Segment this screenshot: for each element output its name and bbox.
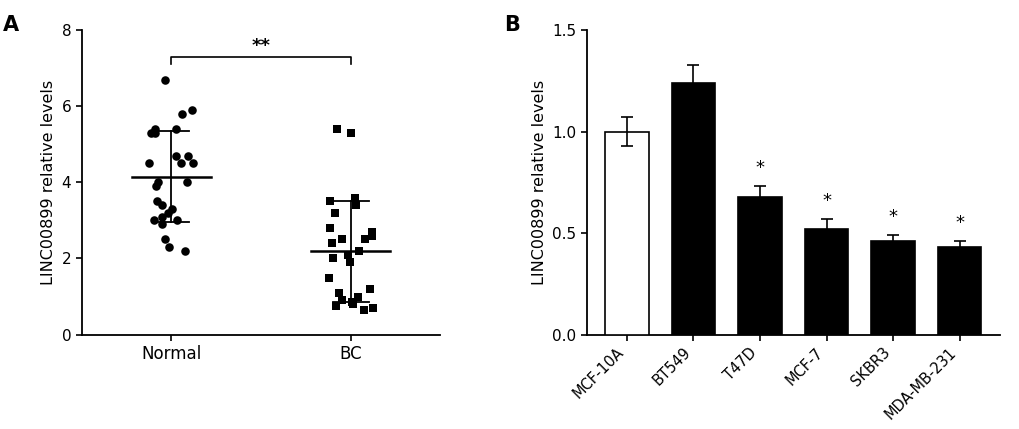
Bar <box>604 132 648 335</box>
Point <box>347 202 364 208</box>
Point <box>328 126 344 133</box>
Point <box>333 236 350 243</box>
Point <box>327 302 343 309</box>
Point <box>363 228 379 235</box>
Y-axis label: LINC00899 relative levels: LINC00899 relative levels <box>531 80 546 285</box>
Point <box>153 213 169 220</box>
Point <box>346 194 363 201</box>
Point <box>143 130 159 136</box>
Bar <box>738 196 781 335</box>
Point <box>141 160 157 167</box>
Point <box>160 209 176 216</box>
Point <box>343 299 360 306</box>
Text: B: B <box>504 15 520 35</box>
Point <box>154 202 170 208</box>
Bar <box>804 229 848 335</box>
Point <box>342 259 359 266</box>
Point <box>321 274 337 281</box>
Bar <box>937 247 980 335</box>
Point <box>178 179 195 186</box>
Point <box>331 289 347 296</box>
Point <box>325 255 341 262</box>
Text: A: A <box>3 15 18 35</box>
Bar <box>870 241 914 335</box>
Point <box>321 198 337 205</box>
Point <box>350 293 366 300</box>
Point <box>164 205 180 212</box>
Point <box>161 244 177 251</box>
Point <box>157 236 173 243</box>
Point <box>168 217 184 224</box>
Point <box>157 76 173 83</box>
Y-axis label: LINC00899 relative levels: LINC00899 relative levels <box>41 80 56 285</box>
Point <box>153 221 169 228</box>
Point <box>147 130 163 136</box>
Point <box>174 110 191 117</box>
Point <box>355 306 371 313</box>
Point <box>184 106 201 113</box>
Point <box>364 232 380 239</box>
Point <box>342 130 359 136</box>
Point <box>167 126 183 133</box>
Text: *: * <box>755 159 764 177</box>
Point <box>333 297 350 304</box>
Point <box>323 240 339 247</box>
Point <box>357 236 373 243</box>
Text: **: ** <box>252 37 270 55</box>
Point <box>147 126 163 133</box>
Point <box>339 251 356 258</box>
Bar <box>672 83 714 335</box>
Point <box>168 152 184 159</box>
Point <box>148 198 164 205</box>
Point <box>362 286 378 293</box>
Point <box>172 160 189 167</box>
Text: *: * <box>888 208 897 226</box>
Point <box>344 301 361 308</box>
Point <box>351 248 367 254</box>
Point <box>148 183 164 190</box>
Point <box>150 179 166 186</box>
Point <box>184 160 201 167</box>
Text: *: * <box>954 214 963 232</box>
Point <box>322 225 338 232</box>
Point <box>176 248 193 254</box>
Point <box>364 305 380 311</box>
Point <box>146 217 162 224</box>
Text: *: * <box>821 192 830 210</box>
Point <box>327 209 343 216</box>
Point <box>180 152 197 159</box>
